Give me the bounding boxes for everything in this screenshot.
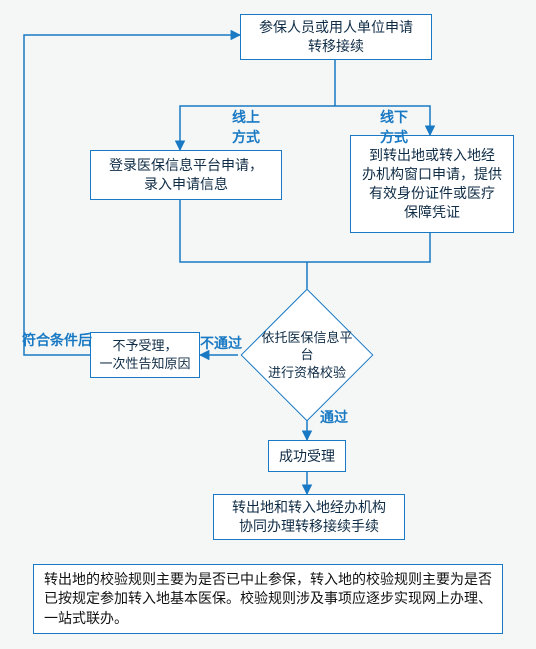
label-offline-way: 线下 方式: [380, 107, 408, 147]
node-accept: 成功受理: [268, 440, 346, 472]
node-start-text: 参保人员或用人单位申请 转移接续: [259, 18, 413, 56]
node-process: 转出地和转入地经办机构 协同办理转移接续手续: [213, 494, 405, 540]
node-reject: 不予受理， 一次性告知原因: [90, 332, 200, 378]
node-check-text: 依托医保信息平台 进行资格校验: [257, 329, 357, 382]
node-offline-text: 到转出地或转入地经 办机构窗口申请，提供 有效身份证件或医疗 保障凭证: [362, 146, 502, 222]
node-offline: 到转出地或转入地经 办机构窗口申请，提供 有效身份证件或医疗 保障凭证: [350, 135, 514, 233]
node-accept-text: 成功受理: [279, 447, 335, 466]
footer-note-text: 转出地的校验规则主要为是否已中止参保，转入地的校验规则主要为是否已按规定参加转入…: [44, 570, 492, 629]
label-pass: 通过: [320, 407, 348, 427]
label-retry: 符合条件后: [22, 330, 92, 350]
label-fail: 不通过: [200, 333, 242, 353]
node-start: 参保人员或用人单位申请 转移接续: [240, 14, 432, 60]
node-online-text: 登录医保信息平台申请， 录入申请信息: [109, 156, 263, 194]
node-process-text: 转出地和转入地经办机构 协同办理转移接续手续: [232, 498, 386, 536]
node-check: 依托医保信息平台 进行资格校验: [237, 307, 377, 403]
node-reject-text: 不予受理， 一次性告知原因: [99, 337, 190, 372]
footer-note: 转出地的校验规则主要为是否已中止参保，转入地的校验规则主要为是否已按规定参加转入…: [33, 564, 503, 634]
flowchart-canvas: 参保人员或用人单位申请 转移接续 登录医保信息平台申请， 录入申请信息 到转出地…: [0, 0, 536, 649]
label-online-way: 线上 方式: [232, 107, 260, 147]
node-online: 登录医保信息平台申请， 录入申请信息: [90, 150, 282, 200]
